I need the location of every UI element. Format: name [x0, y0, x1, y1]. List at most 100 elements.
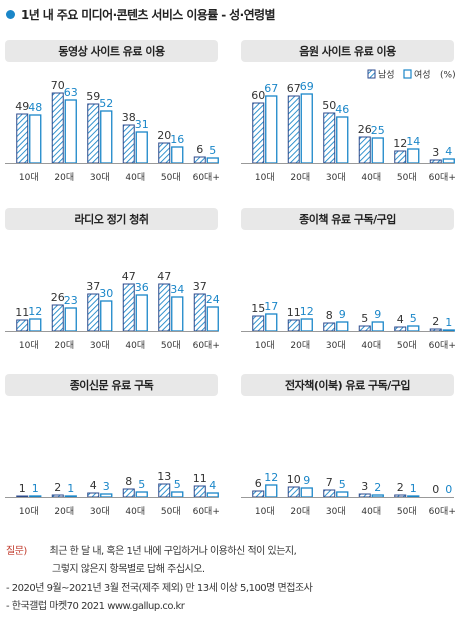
data-label-female: 63 — [64, 86, 78, 99]
legend-male-swatch — [367, 69, 376, 79]
bar-female — [29, 318, 42, 332]
category-label: 30대 — [326, 340, 346, 351]
bar-male — [252, 102, 265, 164]
data-label-male: 2 — [432, 315, 439, 328]
data-label-male: 11 — [193, 472, 207, 485]
data-label-male: 6 — [255, 477, 262, 490]
bar-male — [323, 322, 336, 332]
chart-title-bar — [241, 374, 454, 396]
data-label-male: 8 — [125, 475, 132, 488]
data-label-female: 3 — [103, 480, 110, 493]
bar-male — [323, 489, 336, 498]
bar-female — [100, 300, 113, 332]
bar-male — [87, 103, 100, 164]
chart-title: 라디오 정기 청취 — [75, 212, 149, 226]
bar-female — [171, 491, 184, 498]
bar-female — [29, 114, 42, 164]
bar-female — [407, 325, 420, 332]
bar-female — [371, 137, 384, 164]
data-label-male: 2 — [397, 481, 404, 494]
bar-female — [171, 146, 184, 164]
data-label-female: 12 — [300, 305, 314, 318]
bar-male — [16, 495, 29, 498]
bar-male — [158, 283, 171, 332]
data-label-male: 37 — [86, 280, 100, 293]
chart-title: 종이책 유료 구독/구입 — [299, 212, 396, 226]
data-label-female: 24 — [206, 293, 220, 306]
legend-female-swatch — [403, 69, 412, 79]
data-label-female: 5 — [339, 478, 346, 491]
bar-male — [252, 490, 265, 498]
bar-female — [64, 495, 77, 498]
category-label: 30대 — [90, 340, 110, 351]
bar-male — [394, 150, 407, 164]
data-label-female: 1 — [445, 316, 452, 329]
data-label-female: 16 — [170, 133, 184, 146]
bar-male — [193, 485, 206, 498]
data-label-female: 34 — [170, 283, 184, 296]
data-label-female: 23 — [64, 294, 78, 307]
category-label: 10대 — [19, 506, 39, 517]
data-label-female: 1 — [67, 482, 74, 495]
category-label: 20대 — [54, 340, 74, 351]
bar-female — [407, 148, 420, 164]
data-label-female: 30 — [99, 287, 113, 300]
data-label-female: 1 — [32, 482, 39, 495]
category-label: 60대+ — [193, 340, 220, 351]
bar-male — [51, 304, 64, 332]
data-label-male: 49 — [15, 100, 29, 113]
category-label: 10대 — [19, 340, 39, 351]
data-label-female: 1 — [410, 482, 417, 495]
data-label-male: 47 — [122, 270, 136, 283]
category-label: 40대 — [125, 340, 145, 351]
category-label: 10대 — [255, 340, 275, 351]
chart-title-bar — [241, 40, 454, 62]
bar-male — [358, 493, 371, 498]
bar-female — [265, 484, 278, 498]
bar-male — [122, 283, 135, 332]
category-label: 30대 — [326, 506, 346, 517]
data-label-male: 60 — [251, 89, 265, 102]
data-label-male: 47 — [157, 270, 171, 283]
bar-female — [336, 491, 349, 498]
data-label-male: 59 — [86, 90, 100, 103]
bar-male — [158, 483, 171, 498]
data-label-male: 12 — [393, 137, 407, 150]
bar-male — [394, 326, 407, 332]
question-line-1: 최근 한 달 내, 혹은 1년 내에 구입하거나 이용하신 적이 있는지, — [49, 546, 297, 557]
bar-male — [394, 494, 407, 498]
bar-male — [87, 492, 100, 498]
bar-male — [287, 95, 300, 164]
data-label-female: 36 — [135, 281, 149, 294]
data-label-female: 2 — [374, 481, 381, 494]
category-label: 20대 — [290, 340, 310, 351]
data-label-male: 38 — [122, 111, 136, 124]
category-label: 60대+ — [193, 172, 220, 183]
data-label-male: 37 — [193, 280, 207, 293]
data-label-female: 9 — [339, 308, 346, 321]
chart-title-bar — [241, 208, 454, 230]
category-label: 40대 — [361, 172, 381, 183]
bar-female — [135, 491, 148, 498]
page-title: 1년 내 주요 미디어·콘텐츠 서비스 이용률 - 성·연령별 — [21, 7, 276, 22]
source-note: - 한국갤럽 마켓70 2021 www.gallup.co.kr — [6, 601, 185, 612]
bar-male — [429, 328, 442, 332]
chart-title: 동영상 사이트 유료 이용 — [58, 44, 165, 58]
bar-male — [16, 319, 29, 332]
bar-female — [206, 306, 219, 332]
data-label-female: 48 — [28, 101, 42, 114]
category-label: 10대 — [19, 172, 39, 183]
bar-male — [287, 486, 300, 498]
bar-male — [429, 159, 442, 164]
survey-note: - 2020년 9월~2021년 3월 전국(제주 제외) 만 13세 이상 5… — [6, 583, 313, 594]
category-label: 40대 — [361, 340, 381, 351]
legend-unit-label: (%) — [440, 71, 456, 81]
question-line-2: 그렇지 않은지 항목별로 답해 주십시오. — [52, 564, 205, 575]
bar-male — [122, 124, 135, 164]
category-label: 10대 — [255, 172, 275, 183]
bar-female — [64, 99, 77, 164]
data-label-male: 26 — [51, 291, 65, 304]
